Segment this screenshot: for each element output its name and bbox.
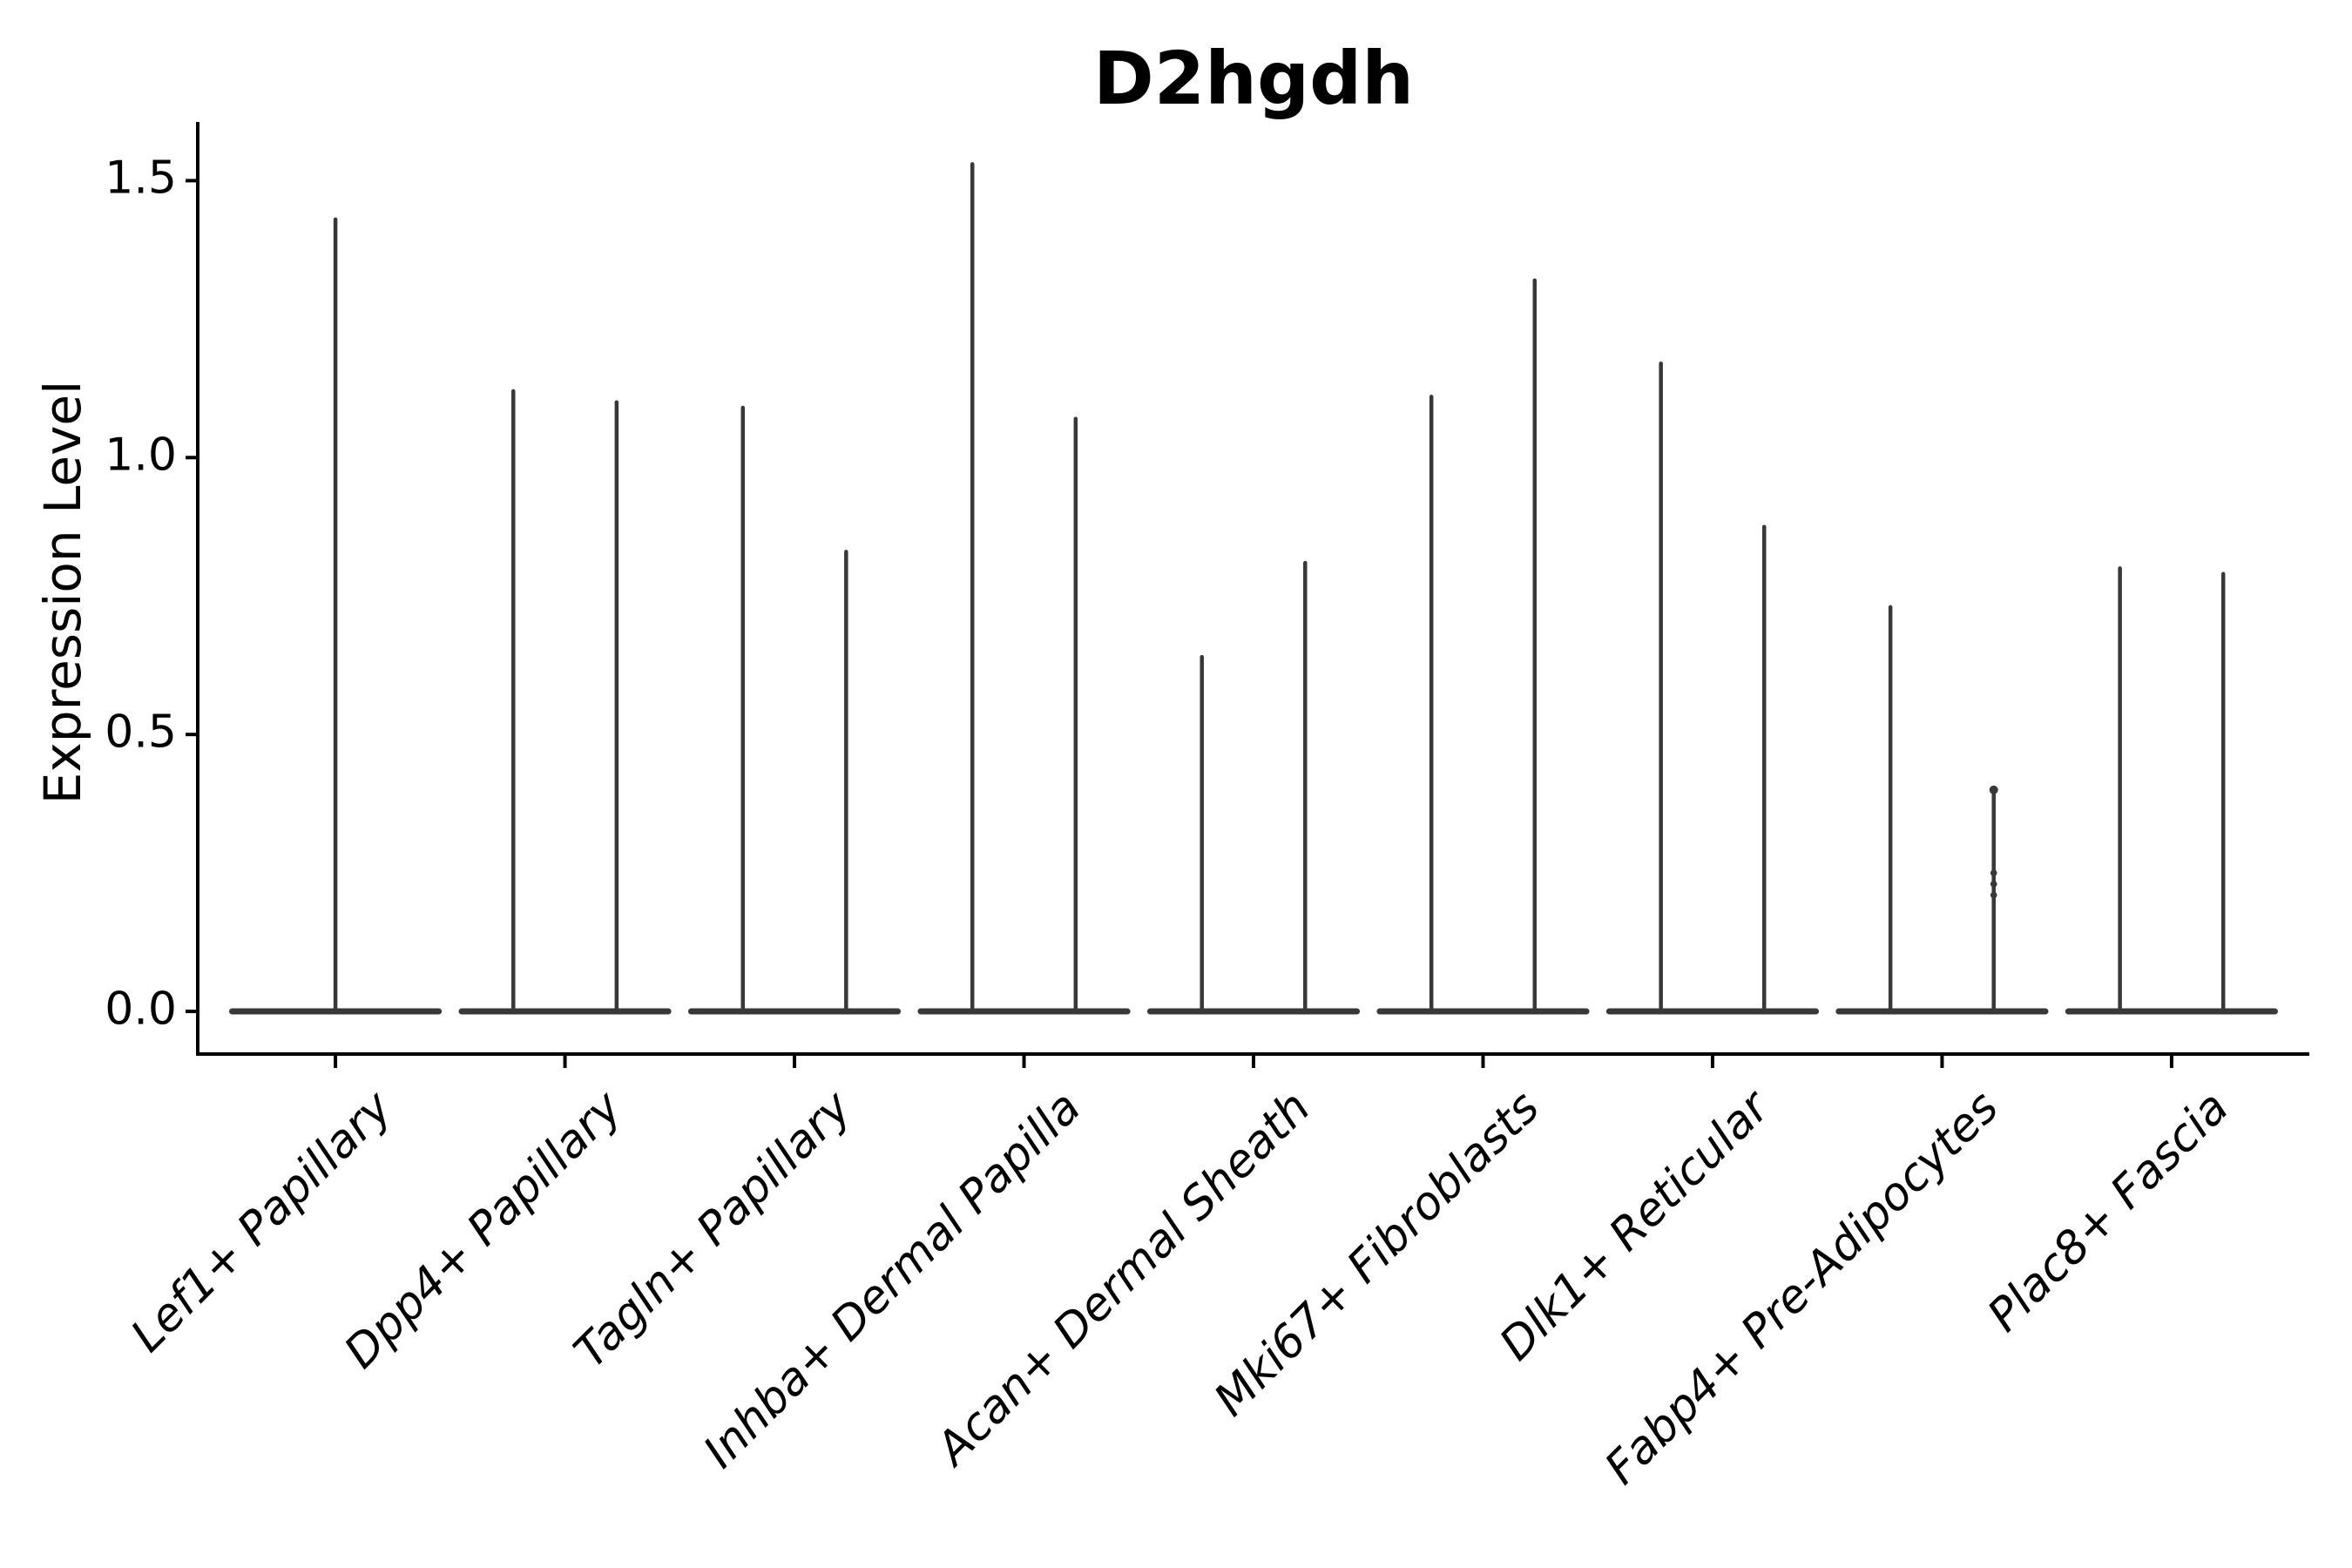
y-tick-label: 1.0 [105, 429, 177, 482]
expression-dot [1990, 891, 1997, 899]
chart-title: D2hgdh [1092, 36, 1415, 121]
y-tick-label: 1.5 [105, 152, 177, 205]
y-tick-label: 0.5 [105, 706, 177, 759]
expression-dot [1989, 785, 1998, 794]
expression-dot [1990, 869, 1997, 876]
expression-dot [1990, 881, 1997, 888]
y-tick-label: 0.0 [105, 983, 177, 1036]
